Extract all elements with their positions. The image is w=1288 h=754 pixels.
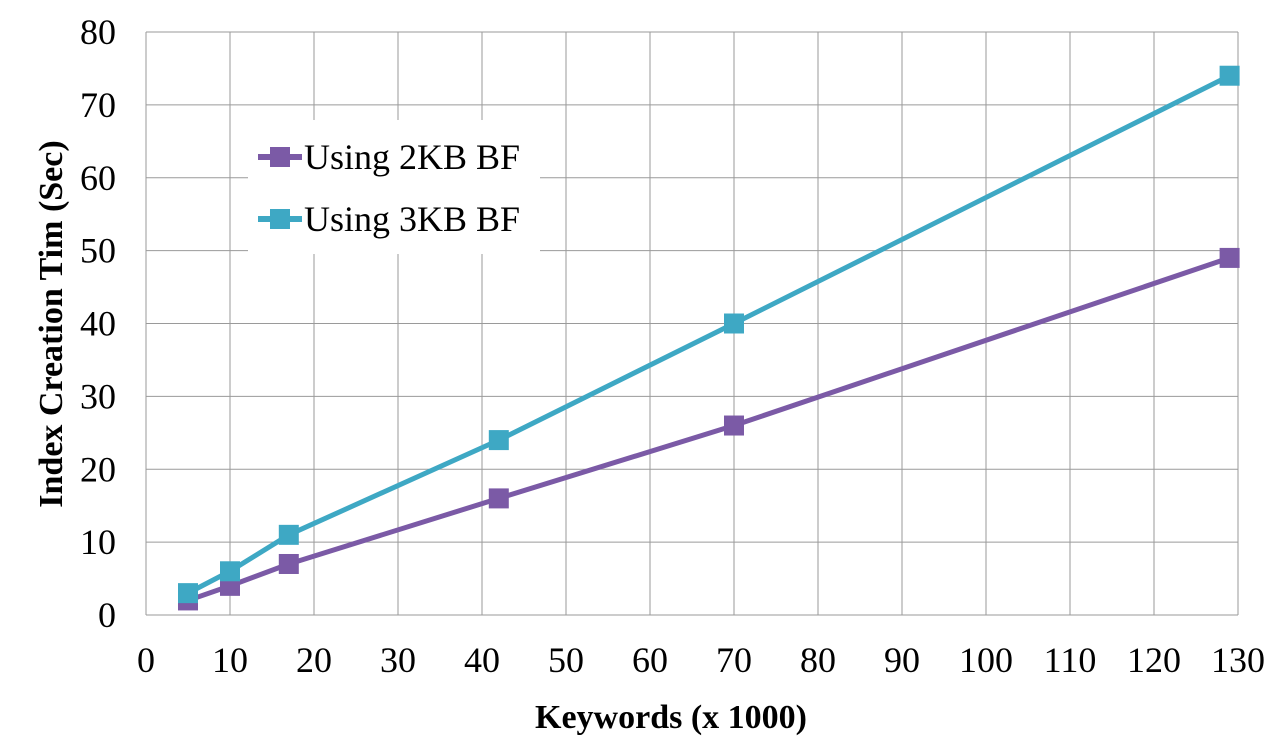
y-tick-label: 20: [80, 449, 116, 489]
legend-label-1: Using 2KB BF: [304, 137, 520, 177]
data-point: [278, 524, 299, 545]
x-tick-label: 70: [716, 640, 752, 680]
legend-label-2: Using 3KB BF: [304, 199, 520, 239]
data-point: [1219, 247, 1240, 268]
y-axis-title: Index Creation Tim (Sec): [33, 140, 70, 507]
data-point: [724, 313, 744, 334]
x-tick-label: 0: [137, 640, 155, 680]
x-tick-label: 50: [548, 640, 584, 680]
y-tick-label: 40: [80, 304, 116, 344]
data-point: [488, 430, 509, 451]
x-tick-label: 10: [212, 640, 248, 680]
y-tick-label: 10: [80, 522, 116, 562]
y-tick-label: 30: [80, 376, 116, 416]
x-tick-label: 40: [464, 640, 500, 680]
legend-swatch-marker-2: [270, 209, 290, 229]
y-axis-ticks: 0 10 20 30 40 50 60 70 80: [80, 12, 116, 635]
x-tick-label: 60: [632, 640, 668, 680]
y-tick-label: 0: [98, 595, 116, 635]
x-tick-label: 110: [1044, 640, 1097, 680]
series-layer: [178, 65, 1240, 611]
data-point: [278, 553, 299, 574]
legend-background: [248, 120, 540, 254]
x-tick-label: 20: [296, 640, 332, 680]
data-point: [220, 561, 240, 582]
legend-swatch-marker-1: [270, 147, 290, 167]
x-axis-title: Keywords (x 1000): [535, 699, 807, 736]
data-point: [1219, 65, 1240, 86]
x-tick-label: 120: [1127, 640, 1181, 680]
x-tick-label: 80: [800, 640, 836, 680]
y-tick-label: 50: [80, 231, 116, 271]
series-2: [178, 65, 1240, 604]
x-tick-label: 100: [959, 640, 1013, 680]
y-tick-label: 60: [80, 158, 116, 198]
legend-entry-2: Using 3KB BF: [258, 199, 520, 239]
legend-entry-1: Using 2KB BF: [258, 137, 520, 177]
x-tick-label: 90: [884, 640, 920, 680]
y-tick-label: 70: [80, 85, 116, 125]
x-tick-label: 130: [1211, 640, 1265, 680]
data-point: [178, 583, 198, 604]
legend: Using 2KB BF Using 3KB BF: [248, 120, 540, 254]
x-axis-ticks: 0 10 20 30 40 50 60 70 80 90 100 110 120 130: [137, 640, 1265, 680]
y-tick-label: 80: [80, 12, 116, 52]
data-point: [724, 415, 744, 436]
data-point: [488, 488, 509, 509]
x-tick-label: 30: [380, 640, 416, 680]
